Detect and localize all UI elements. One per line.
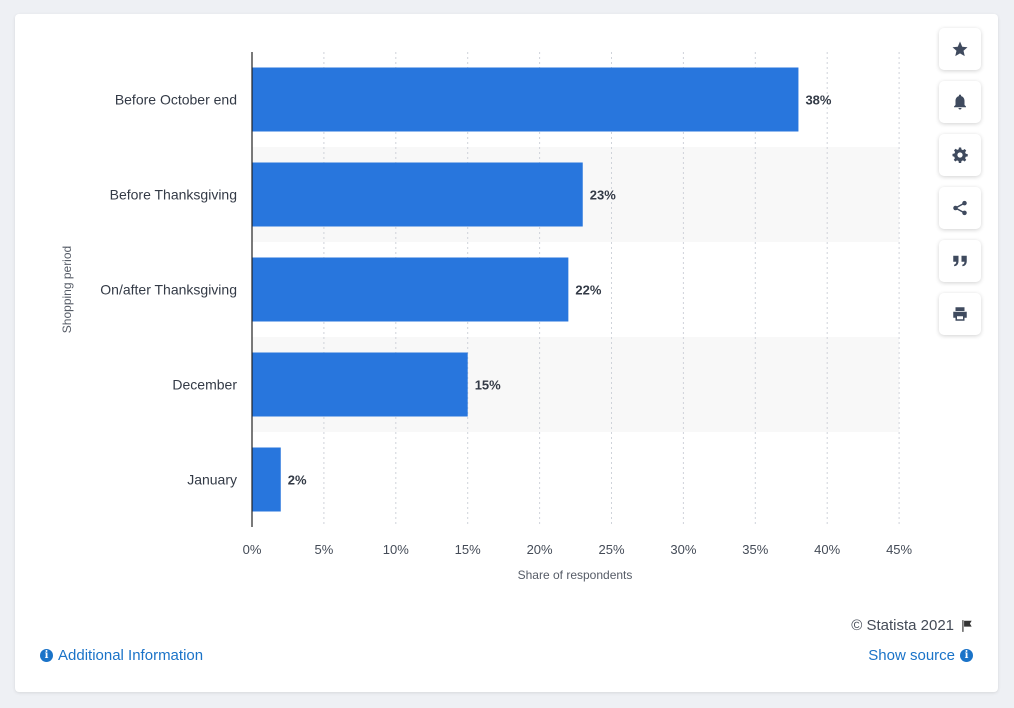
data-label: 38% <box>805 93 831 108</box>
additional-information-label: Additional Information <box>58 647 204 664</box>
gear-icon <box>952 147 968 163</box>
category-label: Before October end <box>115 92 237 108</box>
statista-credit[interactable]: © Statista 2021 <box>851 617 974 634</box>
y-axis-title: Shopping period <box>60 246 74 333</box>
bar <box>252 352 468 417</box>
flag-icon <box>962 619 972 632</box>
x-tick-label: 45% <box>886 542 912 557</box>
x-tick-label: 30% <box>670 542 696 557</box>
x-axis-title: Share of respondents <box>518 568 633 582</box>
category-label: December <box>172 377 237 393</box>
x-tick-label: 10% <box>383 542 409 557</box>
info-icon: i <box>960 649 973 662</box>
bar <box>252 162 583 227</box>
data-label: 22% <box>575 283 601 298</box>
show-source-link[interactable]: Show source i <box>868 647 973 664</box>
x-tick-label: 15% <box>455 542 481 557</box>
data-label: 23% <box>590 188 616 203</box>
notification-button[interactable] <box>939 81 981 123</box>
chart-card: 0% 5% 10% 15% 20% 25% 30% 35% 40% 45% Before Octob… <box>15 14 998 692</box>
favorite-button[interactable] <box>939 28 981 70</box>
star-icon <box>952 41 968 57</box>
additional-information-link[interactable]: i Additional Information <box>40 647 203 664</box>
data-label: 2% <box>288 473 307 488</box>
x-tick-label: 5% <box>315 542 334 557</box>
x-tick-label: 20% <box>527 542 553 557</box>
bar <box>252 447 281 512</box>
x-tick-label: 25% <box>598 542 624 557</box>
category-label: January <box>187 472 237 488</box>
settings-button[interactable] <box>939 134 981 176</box>
x-tick-label: 0% <box>243 542 262 557</box>
bar <box>252 257 569 322</box>
print-icon <box>953 307 967 321</box>
category-label: On/after Thanksgiving <box>100 282 237 298</box>
data-label: 15% <box>475 378 501 393</box>
cite-button[interactable] <box>939 240 981 282</box>
bar <box>252 67 799 132</box>
credit-text: © Statista 2021 <box>851 617 954 634</box>
show-source-label: Show source <box>868 647 955 664</box>
x-tick-label: 35% <box>742 542 768 557</box>
share-icon <box>953 200 967 216</box>
bell-icon <box>954 94 966 110</box>
info-icon: i <box>40 649 53 662</box>
share-button[interactable] <box>939 187 981 229</box>
print-button[interactable] <box>939 293 981 335</box>
quote-icon <box>953 255 967 267</box>
x-tick-label: 40% <box>814 542 840 557</box>
category-label: Before Thanksgiving <box>110 187 237 203</box>
bar-chart: 0% 5% 10% 15% 20% 25% 30% 35% 40% 45% Before Octob… <box>60 52 913 582</box>
